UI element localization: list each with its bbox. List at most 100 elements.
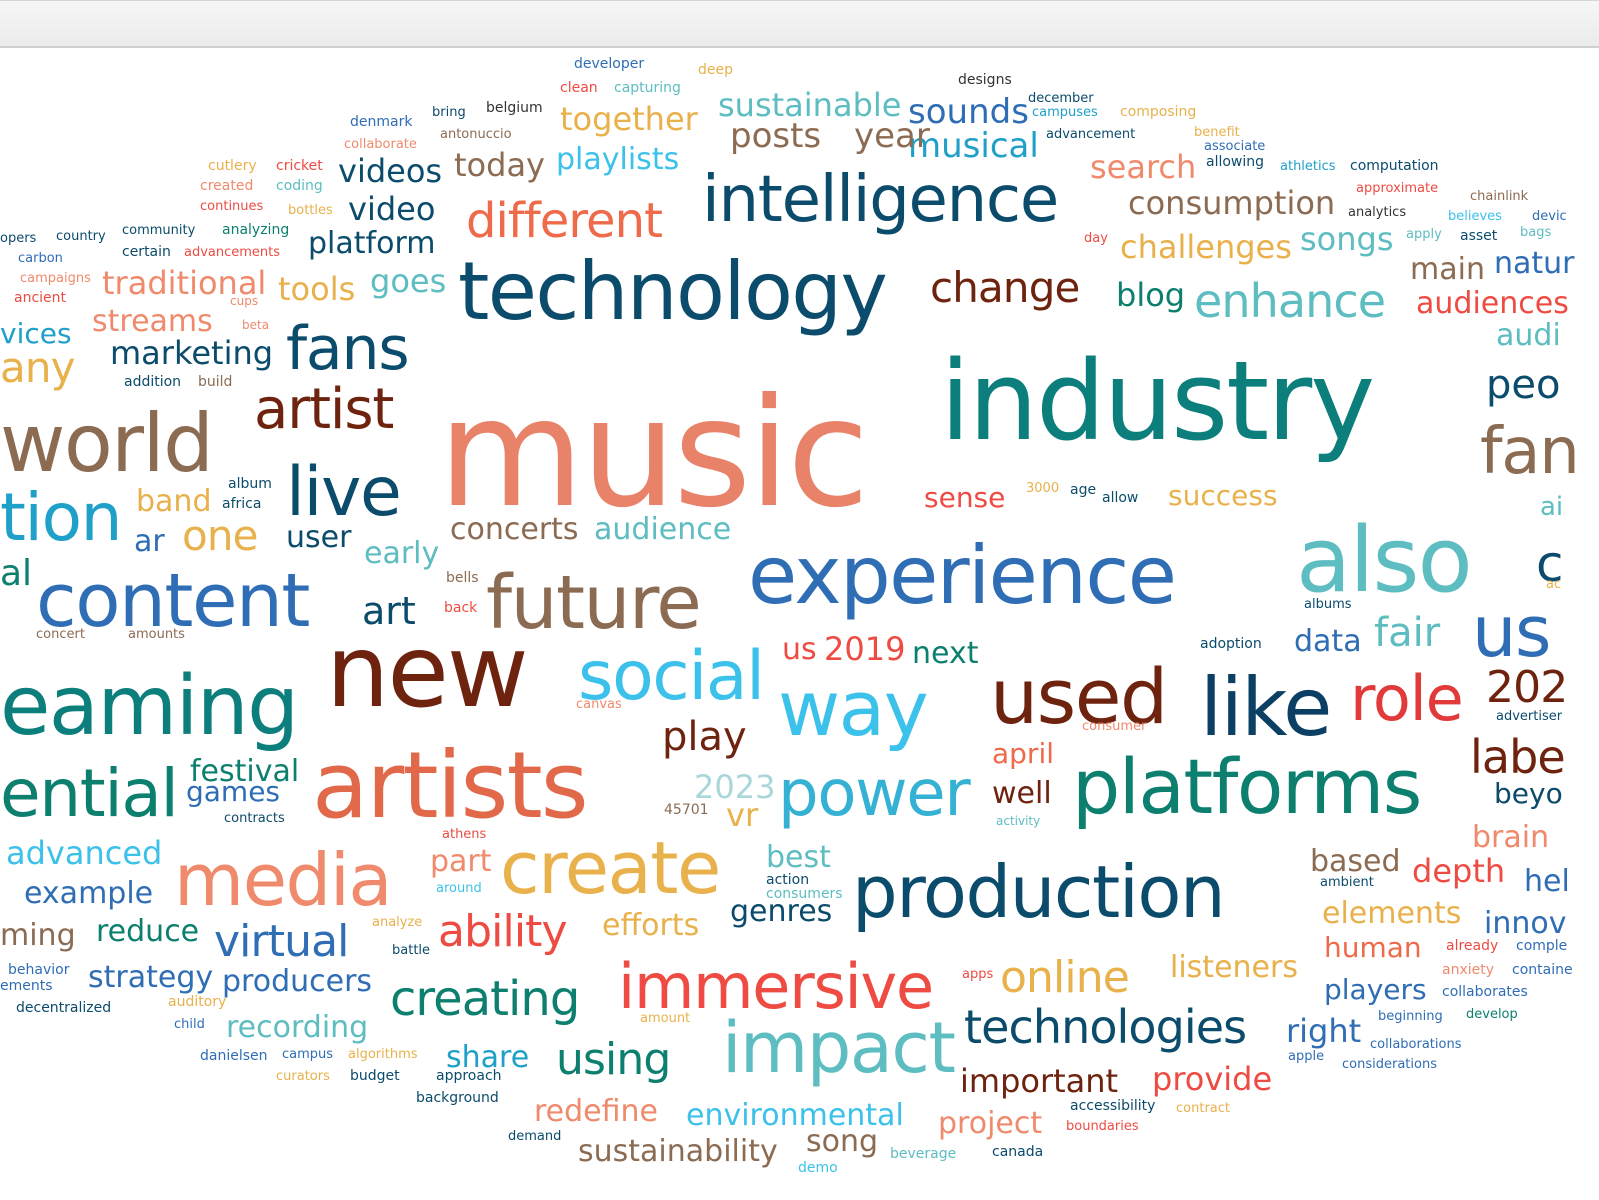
word-consumption: consumption — [1128, 184, 1336, 223]
word-analyzing: analyzing — [222, 222, 290, 239]
word-allow: allow — [1102, 490, 1139, 507]
word-enhance: enhance — [1194, 274, 1386, 329]
word-games: games — [186, 775, 281, 809]
word-devic: devic — [1532, 208, 1567, 224]
word-sustainability: sustainability — [578, 1133, 778, 1169]
word-audiences: audiences — [1416, 285, 1569, 321]
word-advancement: advancement — [1046, 126, 1136, 142]
word-virtual: virtual — [214, 915, 349, 967]
window-toolbar — [0, 0, 1599, 48]
word-cloud: music industry technology experience also art… — [0, 50, 1599, 1200]
word-creating: creating — [390, 970, 580, 1027]
word-associate: associate — [1204, 138, 1266, 154]
word-audi: audi — [1496, 317, 1561, 353]
word-technology: technology — [458, 244, 888, 338]
word-analytics: analytics — [1348, 204, 1407, 220]
word-fan: fan — [1480, 415, 1580, 490]
word-way: way — [778, 663, 929, 753]
word-right: right — [1286, 1012, 1362, 1051]
word-carbon: carbon — [18, 250, 63, 266]
word-202: 202 — [1486, 661, 1568, 713]
word-elements: elements — [1322, 895, 1462, 931]
word-today: today — [454, 146, 545, 185]
word-bells: bells — [446, 570, 479, 587]
word-background: background — [416, 1090, 499, 1107]
word-battle: battle — [392, 942, 431, 958]
word-continues: continues — [200, 198, 264, 214]
word-human: human — [1324, 931, 1422, 965]
word-immersive: immersive — [618, 949, 934, 1023]
word-challenges: challenges — [1120, 228, 1292, 267]
word-media: media — [174, 837, 393, 922]
word-technologies: technologies — [964, 1000, 1247, 1055]
word-ming: ming — [0, 917, 76, 953]
word-advanced: advanced — [6, 834, 163, 873]
word-used: used — [990, 651, 1168, 741]
word-cricket: cricket — [276, 158, 323, 175]
word-using: using — [556, 1033, 671, 1085]
word-marketing: marketing — [110, 334, 274, 373]
word-accessibility: accessibility — [1070, 1098, 1156, 1115]
word-musical: musical — [908, 126, 1039, 167]
word-build: build — [198, 374, 233, 391]
word-algorithms: algorithms — [348, 1046, 418, 1062]
word-action: action — [766, 872, 810, 889]
word-tion: tion — [0, 478, 122, 556]
word-addition: addition — [124, 374, 182, 391]
word-players: players — [1324, 973, 1427, 1007]
word-asset: asset — [1460, 228, 1498, 245]
word-best: best — [766, 839, 831, 875]
word-beginning: beginning — [1378, 1008, 1443, 1024]
word-ai: ai — [1540, 491, 1564, 522]
word-also: also — [1296, 507, 1473, 613]
word-song: song — [806, 1123, 879, 1159]
word-create: create — [500, 825, 721, 910]
word-change: change — [930, 263, 1080, 313]
word-country: country — [56, 228, 106, 244]
word-behavior: behavior — [8, 962, 70, 979]
word-athens: athens — [442, 826, 487, 842]
word-labe: labe — [1470, 730, 1566, 785]
word-brain: brain — [1472, 819, 1550, 855]
word-c: c — [1536, 535, 1563, 593]
word-year: year — [854, 116, 930, 157]
word-2019: 2019 — [824, 630, 906, 669]
word-provide: provide — [1152, 1060, 1273, 1099]
word-videos: videos — [338, 152, 443, 191]
word-industry: industry — [940, 337, 1375, 466]
word-capturing: capturing — [614, 80, 681, 97]
word-benefit: benefit — [1194, 124, 1240, 140]
word-already: already — [1446, 938, 1499, 955]
word-platforms: platforms — [1072, 741, 1422, 831]
word-efforts: efforts — [602, 907, 700, 943]
word-curators: curators — [276, 1068, 330, 1084]
word-main: main — [1410, 251, 1485, 287]
word-opers: opers — [0, 230, 37, 246]
word-live: live — [286, 452, 402, 532]
word-strategy: strategy — [88, 959, 214, 995]
word-consumers: consumers — [766, 886, 843, 903]
word-beyo: beyo — [1494, 777, 1563, 811]
word-designs: designs — [958, 72, 1012, 89]
word-vr: vr — [726, 796, 759, 835]
word-allowing: allowing — [1206, 154, 1265, 171]
word-ability: ability — [438, 905, 568, 957]
word-amounts: amounts — [128, 626, 185, 642]
word-data: data — [1294, 623, 1362, 659]
word-advancements: advancements — [184, 244, 281, 260]
word-recording: recording — [226, 1009, 369, 1045]
word-bottles: bottles — [288, 202, 333, 218]
word-contracts: contracts — [224, 810, 285, 826]
word-3000: 3000 — [1026, 480, 1060, 496]
word-clean: clean — [560, 80, 598, 97]
word-early: early — [364, 535, 440, 571]
word-natur: natur — [1494, 245, 1575, 281]
word-anxiety: anxiety — [1442, 962, 1495, 979]
word-world: world — [0, 396, 214, 490]
word-hel: hel — [1524, 863, 1570, 899]
word-consumer: consumer — [1082, 718, 1147, 734]
word-example: example — [24, 875, 154, 911]
word-ar: ar — [134, 523, 165, 559]
word-artists: artists — [312, 732, 589, 840]
word-video: video — [348, 190, 436, 229]
